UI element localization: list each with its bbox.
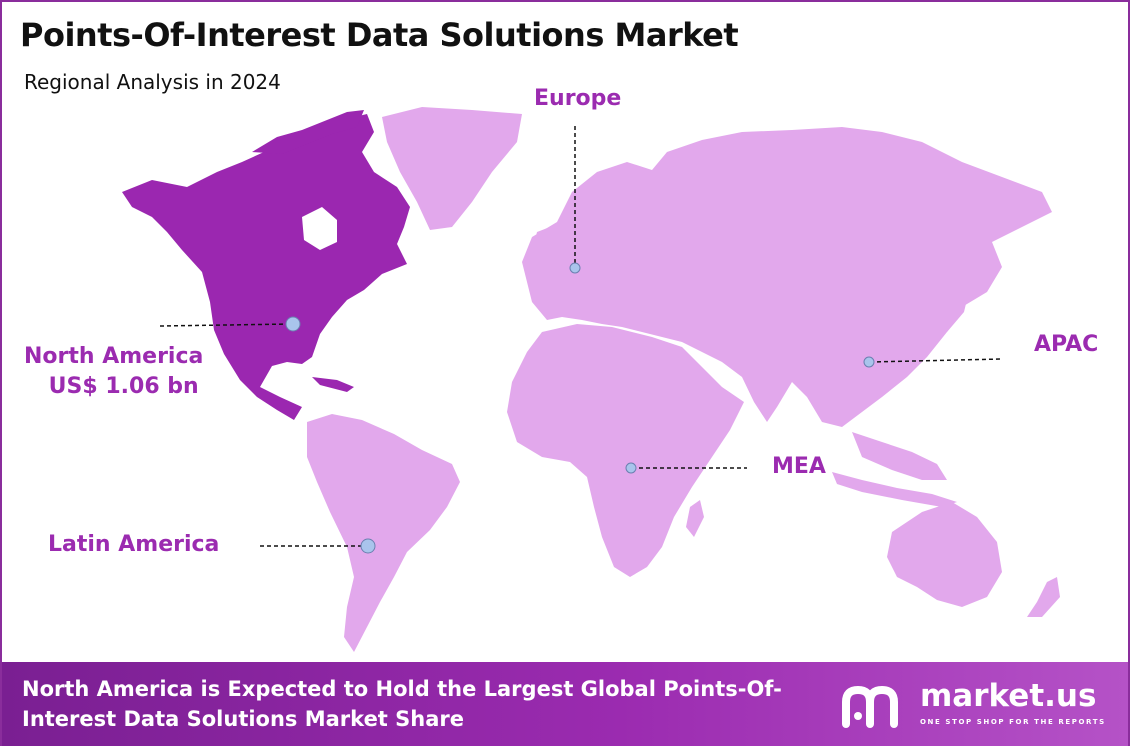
- mea-location-dot-icon: [625, 462, 637, 474]
- japan-shape: [940, 277, 970, 332]
- southeast-asia-islands-shape: [852, 432, 947, 480]
- latin-america-label: Latin America: [48, 532, 220, 557]
- caribbean-shape: [312, 377, 354, 392]
- apac-location-dot-icon: [863, 356, 875, 368]
- north-america-value: US$ 1.06 bn: [48, 374, 199, 399]
- indonesia-shape: [832, 472, 957, 507]
- page-subtitle: Regional Analysis in 2024: [24, 70, 281, 94]
- page-title: Points-Of-Interest Data Solutions Market: [20, 16, 739, 54]
- brand-tagline: ONE STOP SHOP FOR THE REPORTS: [920, 718, 1106, 726]
- market-us-logo-icon: [842, 685, 898, 728]
- brand-name: market.us: [920, 678, 1097, 714]
- eurasia-shape: [522, 127, 1052, 427]
- north-america-label-group: North America US$ 1.06 bn: [24, 342, 203, 402]
- scandinavia-shape: [577, 170, 634, 227]
- footer-banner: North America is Expected to Hold the La…: [2, 662, 1128, 746]
- hudson-bay-shape: [302, 207, 337, 250]
- brand-block: market.us ONE STOP SHOP FOR THE REPORTS: [840, 676, 1120, 732]
- north-america-location-dot-icon: [285, 316, 301, 332]
- europe-label: Europe: [534, 86, 622, 111]
- footer-headline: North America is Expected to Hold the La…: [22, 677, 782, 731]
- australia-shape: [887, 502, 1002, 607]
- north-america-label: North America: [24, 344, 204, 369]
- british-isles-shape: [532, 227, 554, 260]
- north-america-leader-line: [159, 323, 293, 327]
- europe-location-dot-icon: [569, 262, 581, 274]
- north-america-shape: [122, 114, 410, 420]
- mea-label: MEA: [772, 454, 826, 479]
- world-map: [122, 107, 1060, 652]
- apac-leader-line: [869, 358, 1003, 363]
- south-america-shape: [307, 414, 460, 652]
- apac-label: APAC: [1034, 332, 1099, 357]
- africa-shape: [507, 324, 744, 577]
- latin-america-location-dot-icon: [360, 538, 376, 554]
- new-zealand-shape: [1027, 577, 1060, 617]
- madagascar-shape: [686, 500, 704, 537]
- greenland-shape: [382, 107, 522, 230]
- arctic-islands-shape: [252, 110, 364, 154]
